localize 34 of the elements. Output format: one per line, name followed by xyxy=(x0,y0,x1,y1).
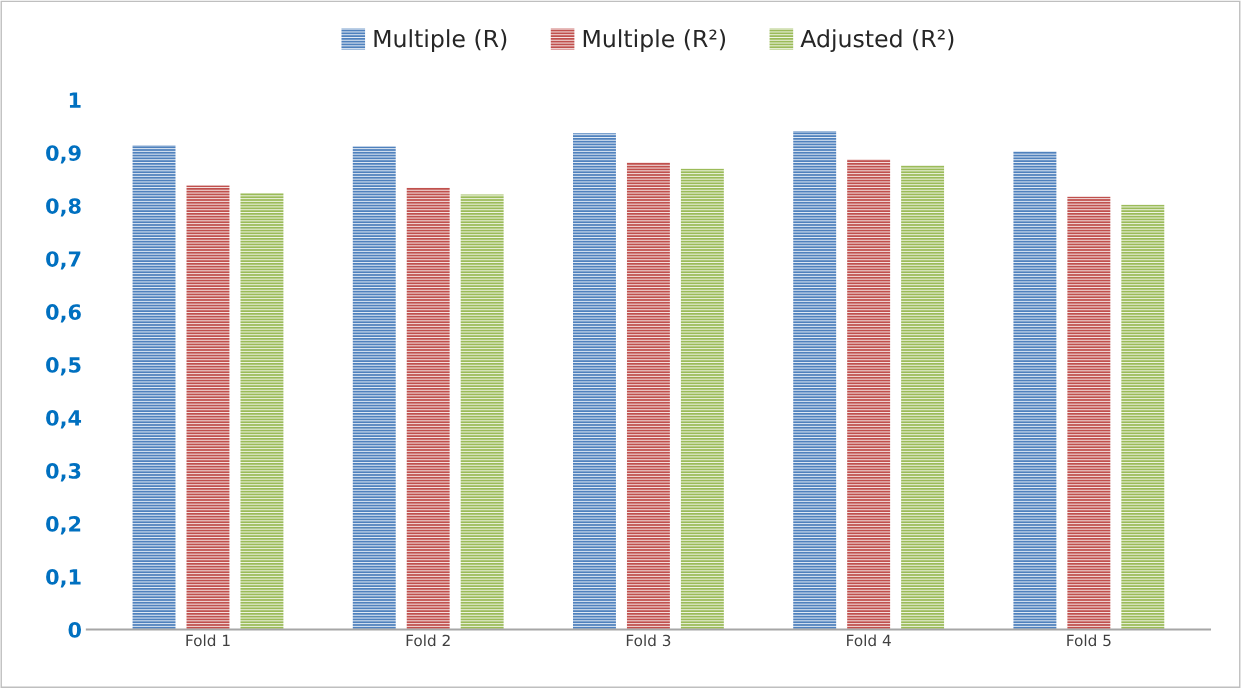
y-tick-label: 0,1 xyxy=(46,569,81,588)
bar xyxy=(406,187,450,630)
bar xyxy=(626,162,670,630)
y-tick-label: 0,7 xyxy=(46,251,81,270)
bar xyxy=(1013,151,1057,630)
y-tick-label: 0,8 xyxy=(46,198,81,217)
x-tick-label: Fold 4 xyxy=(847,634,891,647)
y-tick-label: 0 xyxy=(68,621,82,638)
legend-label: Multiple (R) xyxy=(374,29,507,53)
y-tick-label: 0,9 xyxy=(46,145,81,164)
y-tick-label: 0,5 xyxy=(46,357,81,376)
y-tick-label: 1 xyxy=(69,92,81,108)
bar xyxy=(573,133,616,630)
legend-label: Multiple (R²) xyxy=(583,29,726,53)
bar xyxy=(352,146,396,630)
bar xyxy=(901,165,945,630)
x-tick-label: Fold 3 xyxy=(626,634,671,647)
bar xyxy=(186,185,230,630)
bar xyxy=(847,159,891,630)
bar xyxy=(240,193,284,630)
bar xyxy=(132,145,176,630)
bar xyxy=(680,168,724,630)
bar xyxy=(460,194,504,630)
bar xyxy=(1121,204,1165,630)
x-tick-label: Fold 1 xyxy=(186,634,230,647)
y-tick-label: 0,6 xyxy=(46,304,81,323)
x-tick-label: Fold 5 xyxy=(1067,634,1111,647)
y-tick-label: 0,2 xyxy=(46,516,81,535)
x-tick-label: Fold 2 xyxy=(406,634,450,647)
bar xyxy=(1067,196,1111,630)
bar xyxy=(793,131,837,630)
legend-label: Adjusted (R²) xyxy=(800,29,954,53)
y-tick-label: 0,4 xyxy=(46,410,82,429)
y-tick-label: 0,3 xyxy=(46,463,81,482)
